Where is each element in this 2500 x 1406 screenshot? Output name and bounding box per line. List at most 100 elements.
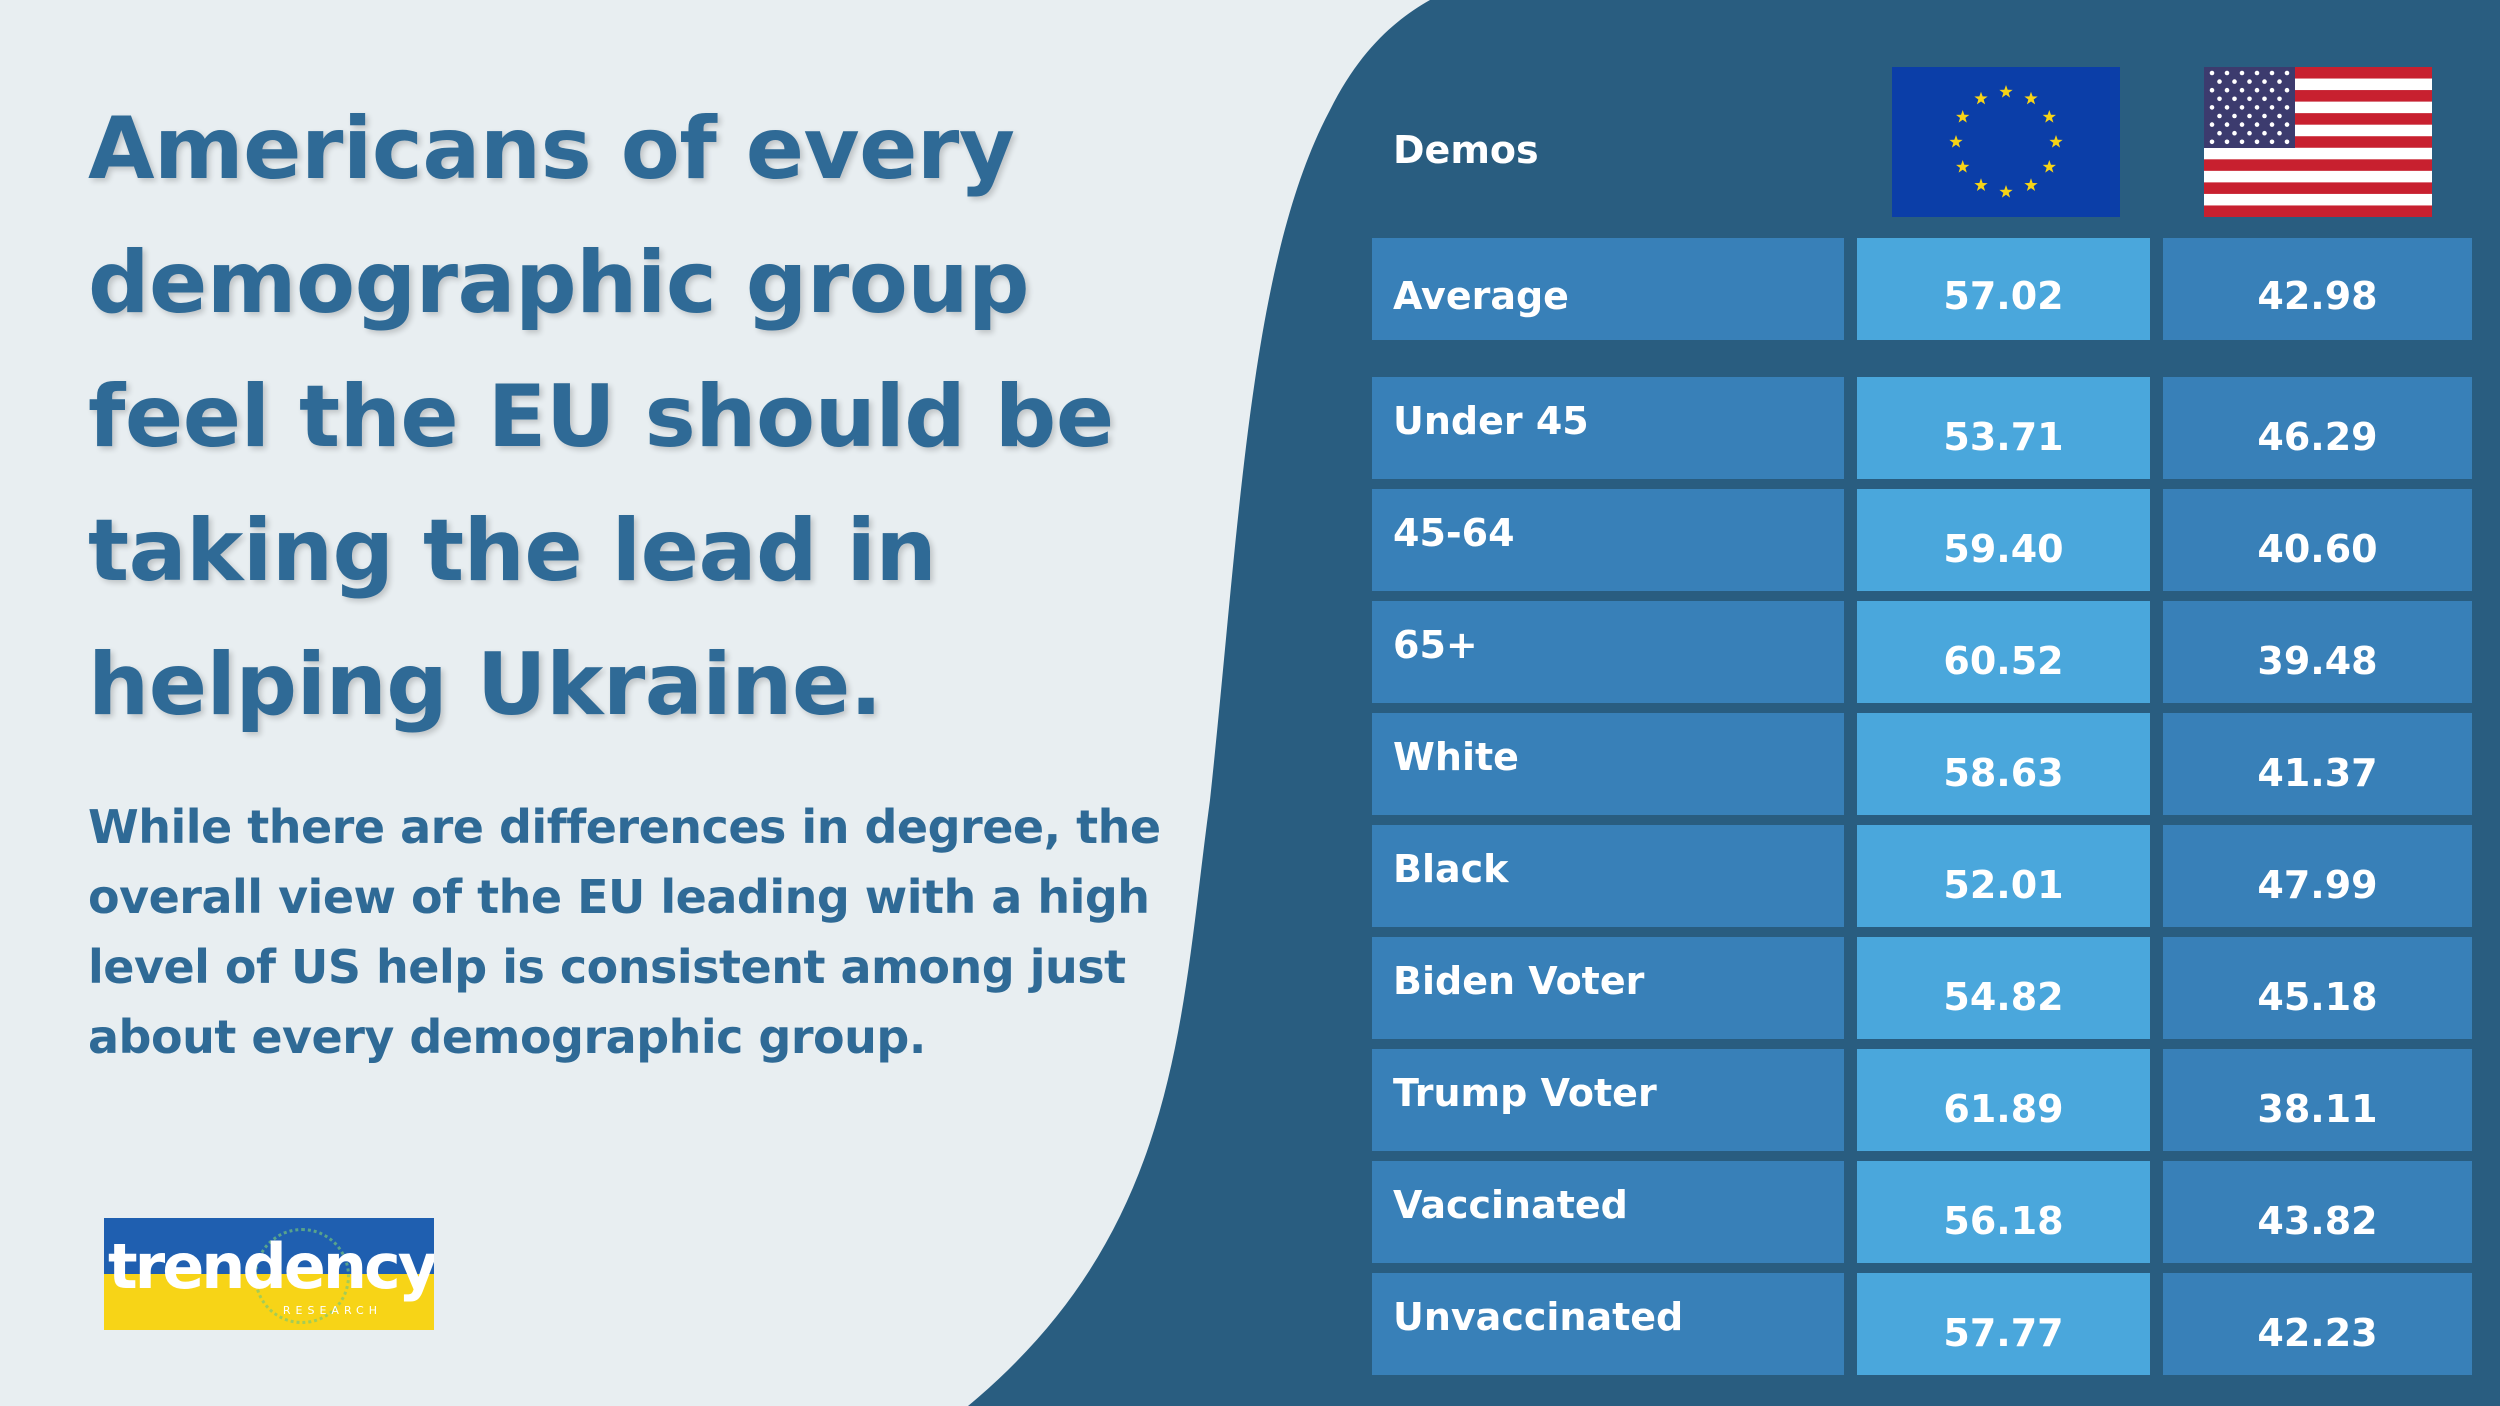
us-star: [2254, 122, 2260, 127]
us-star: [2224, 139, 2230, 145]
us-star: [2284, 139, 2290, 145]
us-star: [2224, 105, 2230, 110]
us-star: [2239, 70, 2245, 76]
us-star: [2277, 130, 2282, 136]
row-label: 45-64: [1372, 489, 1844, 591]
table-row: Trump Voter 61.89 38.11: [1372, 1049, 2472, 1151]
row-label: 65+: [1372, 601, 1844, 703]
us-stripe: [2204, 136, 2432, 149]
eu-value-cell: 56.18: [1857, 1161, 2150, 1263]
us-star: [2284, 122, 2290, 127]
logo-dots-ring: [254, 1228, 350, 1324]
eu-value-cell: 60.52: [1857, 601, 2150, 703]
us-stripe: [2204, 159, 2432, 172]
eu-value-cell: 57.77: [1857, 1273, 2150, 1375]
us-star: [2262, 113, 2267, 119]
eu-star: [1956, 160, 1970, 173]
us-star: [2247, 113, 2252, 119]
us-stripe: [2204, 193, 2432, 206]
us-star: [2247, 96, 2252, 102]
us-value-cell: 40.60: [2163, 489, 2472, 591]
us-star: [2269, 139, 2275, 145]
us-stripe: [2204, 124, 2432, 137]
eu-star: [2042, 160, 2056, 173]
eu-value-cell: 61.89: [1857, 1049, 2150, 1151]
us-star: [2239, 105, 2245, 110]
eu-value-cell: 58.63: [1857, 713, 2150, 815]
table-row: Black 52.01 47.99: [1372, 825, 2472, 927]
us-value-cell: 41.37: [2163, 713, 2472, 815]
trendency-logo: trendency RESEARCH: [104, 1218, 434, 1330]
us-star: [2224, 87, 2230, 93]
eu-star: [2042, 110, 2056, 123]
table-row: Vaccinated 56.18 43.82: [1372, 1161, 2472, 1263]
us-star: [2284, 105, 2290, 110]
us-stripe: [2204, 90, 2432, 102]
us-star: [2269, 122, 2275, 127]
row-label: Trump Voter: [1372, 1049, 1844, 1151]
headline: Americans of every demographic group fee…: [88, 99, 1114, 735]
eu-star: [1956, 110, 1970, 123]
us-star: [2254, 70, 2260, 76]
us-stripe: [2204, 170, 2432, 183]
us-star: [2269, 70, 2275, 76]
us-star: [2247, 79, 2252, 84]
table-row: Unvaccinated 57.77 42.23: [1372, 1273, 2472, 1375]
us-star: [2277, 96, 2282, 102]
table-row: 65+ 60.52 39.48: [1372, 601, 2472, 703]
table-row: Average 57.02 42.98: [1372, 238, 2472, 340]
eu-star: [2049, 135, 2063, 148]
us-star: [2217, 96, 2222, 102]
eu-star: [2024, 178, 2038, 191]
eu-star: [2024, 91, 2038, 105]
table-row: Under 45 53.71 46.29: [1372, 377, 2472, 479]
us-stripe: [2204, 101, 2432, 114]
row-label: Black: [1372, 825, 1844, 927]
subtext: While there are differences in degree, t…: [88, 800, 1161, 1064]
eu-star: [1974, 178, 1988, 191]
row-label: White: [1372, 713, 1844, 815]
us-value-cell: 42.98: [2163, 238, 2472, 340]
eu-value-cell: 53.71: [1857, 377, 2150, 479]
us-star: [2254, 87, 2260, 93]
table-row: Biden Voter 54.82 45.18: [1372, 937, 2472, 1039]
us-star: [2254, 139, 2260, 145]
us-star: [2224, 122, 2230, 127]
table-header-demos: Demos: [1393, 128, 1539, 172]
us-value-cell: 43.82: [2163, 1161, 2472, 1263]
eu-star: [1999, 85, 2013, 98]
us-value-cell: 46.29: [2163, 377, 2472, 479]
us-star: [2209, 70, 2215, 76]
eu-star: [1999, 185, 2013, 198]
row-label: Under 45: [1372, 377, 1844, 479]
row-label: Biden Voter: [1372, 937, 1844, 1039]
table-row: White 58.63 41.37: [1372, 713, 2472, 815]
us-star: [2209, 105, 2215, 110]
eu-star: [1974, 91, 1988, 105]
us-star: [2239, 139, 2245, 145]
us-star: [2209, 122, 2215, 127]
us-star: [2262, 96, 2267, 102]
eu-value-cell: 52.01: [1857, 825, 2150, 927]
logo-wordmark: trendency: [108, 1230, 434, 1303]
us-stripe: [2204, 205, 2432, 217]
us-value-cell: 39.48: [2163, 601, 2472, 703]
row-label: Average: [1372, 238, 1844, 340]
us-flag-icon: [2204, 67, 2432, 217]
us-stripe: [2204, 147, 2432, 160]
us-value-cell: 47.99: [2163, 825, 2472, 927]
us-star: [2239, 122, 2245, 127]
us-star: [2284, 70, 2290, 76]
eu-flag-icon: [1892, 67, 2120, 217]
us-star: [2247, 130, 2252, 136]
us-star: [2277, 79, 2282, 84]
us-star: [2217, 130, 2222, 136]
eu-value-cell: 54.82: [1857, 937, 2150, 1039]
row-label: Vaccinated: [1372, 1161, 1844, 1263]
us-star: [2209, 139, 2215, 145]
eu-value-cell: 59.40: [1857, 489, 2150, 591]
us-stripe: [2204, 113, 2432, 125]
us-star: [2254, 105, 2260, 110]
us-star: [2262, 130, 2267, 136]
